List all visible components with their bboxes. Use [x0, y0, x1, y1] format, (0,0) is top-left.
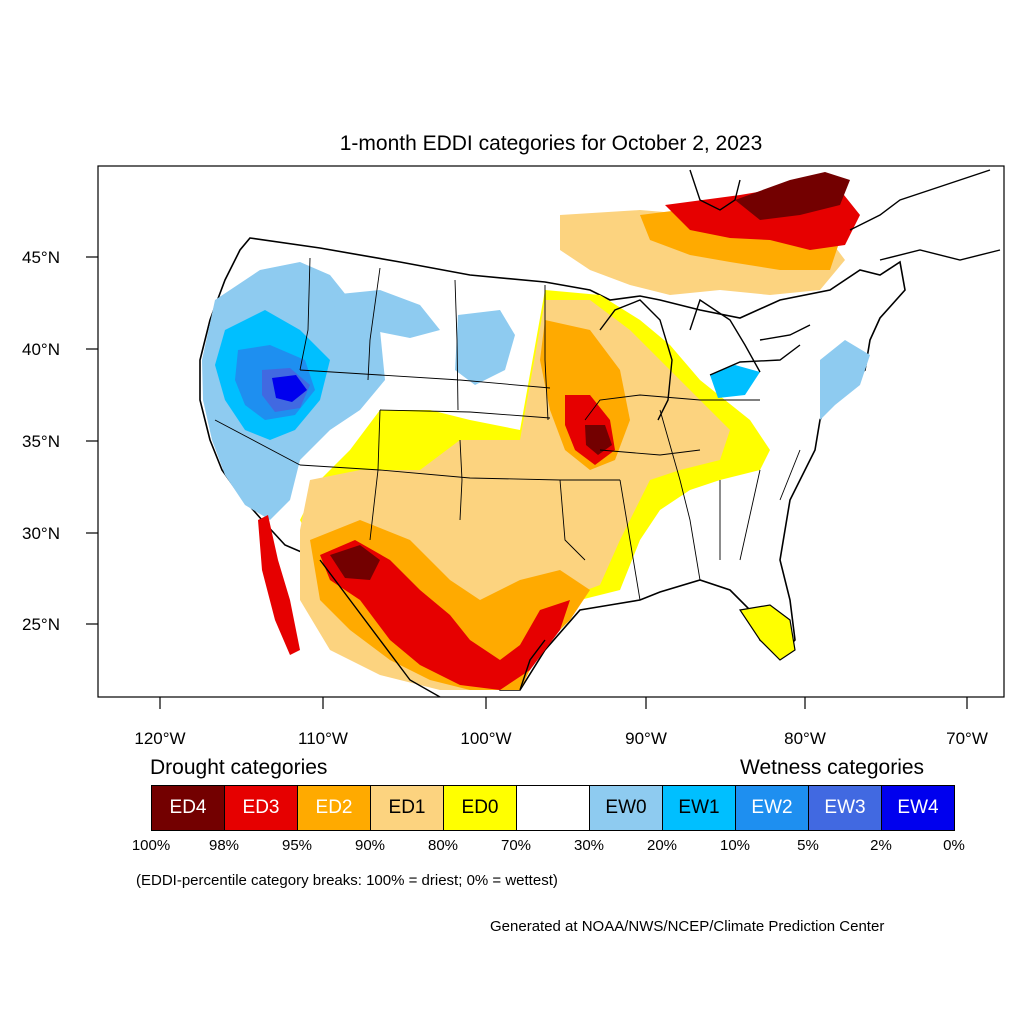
lon-axis [159, 697, 968, 709]
region-ew-east [710, 365, 760, 398]
lon-label-90w: 90°W [625, 729, 667, 748]
region-ed4-south [330, 545, 380, 580]
lon-label-80w: 80°W [784, 729, 826, 748]
category-note: (EDDI-percentile category breaks: 100% =… [136, 872, 558, 889]
region-ed4-north [735, 172, 850, 220]
legend-box-ew4: EW4 [881, 785, 955, 831]
legend-percentile: 20% [646, 837, 678, 854]
lon-label-120w: 120°W [134, 729, 185, 748]
region-ed2-baja [258, 515, 300, 655]
lon-label-100w: 100°W [460, 729, 511, 748]
coastline-canada [689, 169, 1001, 261]
legend-box-ed0: ED0 [443, 785, 517, 831]
legend-percentile: 70% [500, 837, 532, 854]
credit-text: Generated at NOAA/NWS/NCEP/Climate Predi… [490, 918, 885, 935]
legend-box-ed4: ED4 [151, 785, 225, 831]
map-title: 1-month EDDI categories for October 2, 2… [339, 132, 763, 155]
legend-percentile: 95% [281, 837, 313, 854]
region-ed4-central [585, 425, 612, 455]
map-plot-area [199, 169, 1001, 697]
region-ew0-north [330, 290, 440, 338]
state-borders [214, 257, 801, 601]
wetness-categories-title: Wetness categories [740, 756, 925, 779]
legend-box-ew1: EW1 [662, 785, 736, 831]
legend-percentile: 0% [943, 837, 965, 854]
legend-percentile: 98% [208, 837, 240, 854]
drought-categories-title: Drought categories [150, 756, 328, 779]
region-ew0-dakota [455, 310, 515, 385]
map-frame [97, 165, 1005, 698]
coastline-great-lakes [599, 298, 811, 421]
lat-label-40: 40°N [22, 340, 60, 359]
legend-box-ew0: EW0 [589, 785, 663, 831]
legend-box-ew2: EW2 [735, 785, 809, 831]
legend-percentile: 90% [354, 837, 386, 854]
legend-percentile: 30% [573, 837, 605, 854]
coastline-mexico [319, 559, 546, 697]
legend-percentile: 5% [797, 837, 819, 854]
legend-box-neutral [516, 785, 590, 831]
florida-peninsula [738, 604, 796, 661]
lat-axis [86, 256, 98, 625]
legend-percentile: 100% [131, 837, 171, 854]
lat-label-35: 35°N [22, 432, 60, 451]
lon-label-70w: 70°W [946, 729, 988, 748]
legend-percentile: 10% [719, 837, 751, 854]
region-ew4-west [272, 375, 307, 402]
legend-box-ew3: EW3 [808, 785, 882, 831]
legend-box-ed1: ED1 [370, 785, 444, 831]
legend-percentile: 80% [427, 837, 459, 854]
region-ed3-south [320, 540, 570, 690]
region-ew-northeast [820, 340, 870, 420]
lat-label-30: 30°N [22, 524, 60, 543]
legend-percentile: 2% [870, 837, 892, 854]
lon-label-110w: 110°W [298, 729, 348, 748]
legend-box-ed3: ED3 [224, 785, 298, 831]
legend-box-ed2: ED2 [297, 785, 371, 831]
lat-label-45: 45°N [22, 248, 60, 267]
lat-label-25: 25°N [22, 615, 60, 634]
